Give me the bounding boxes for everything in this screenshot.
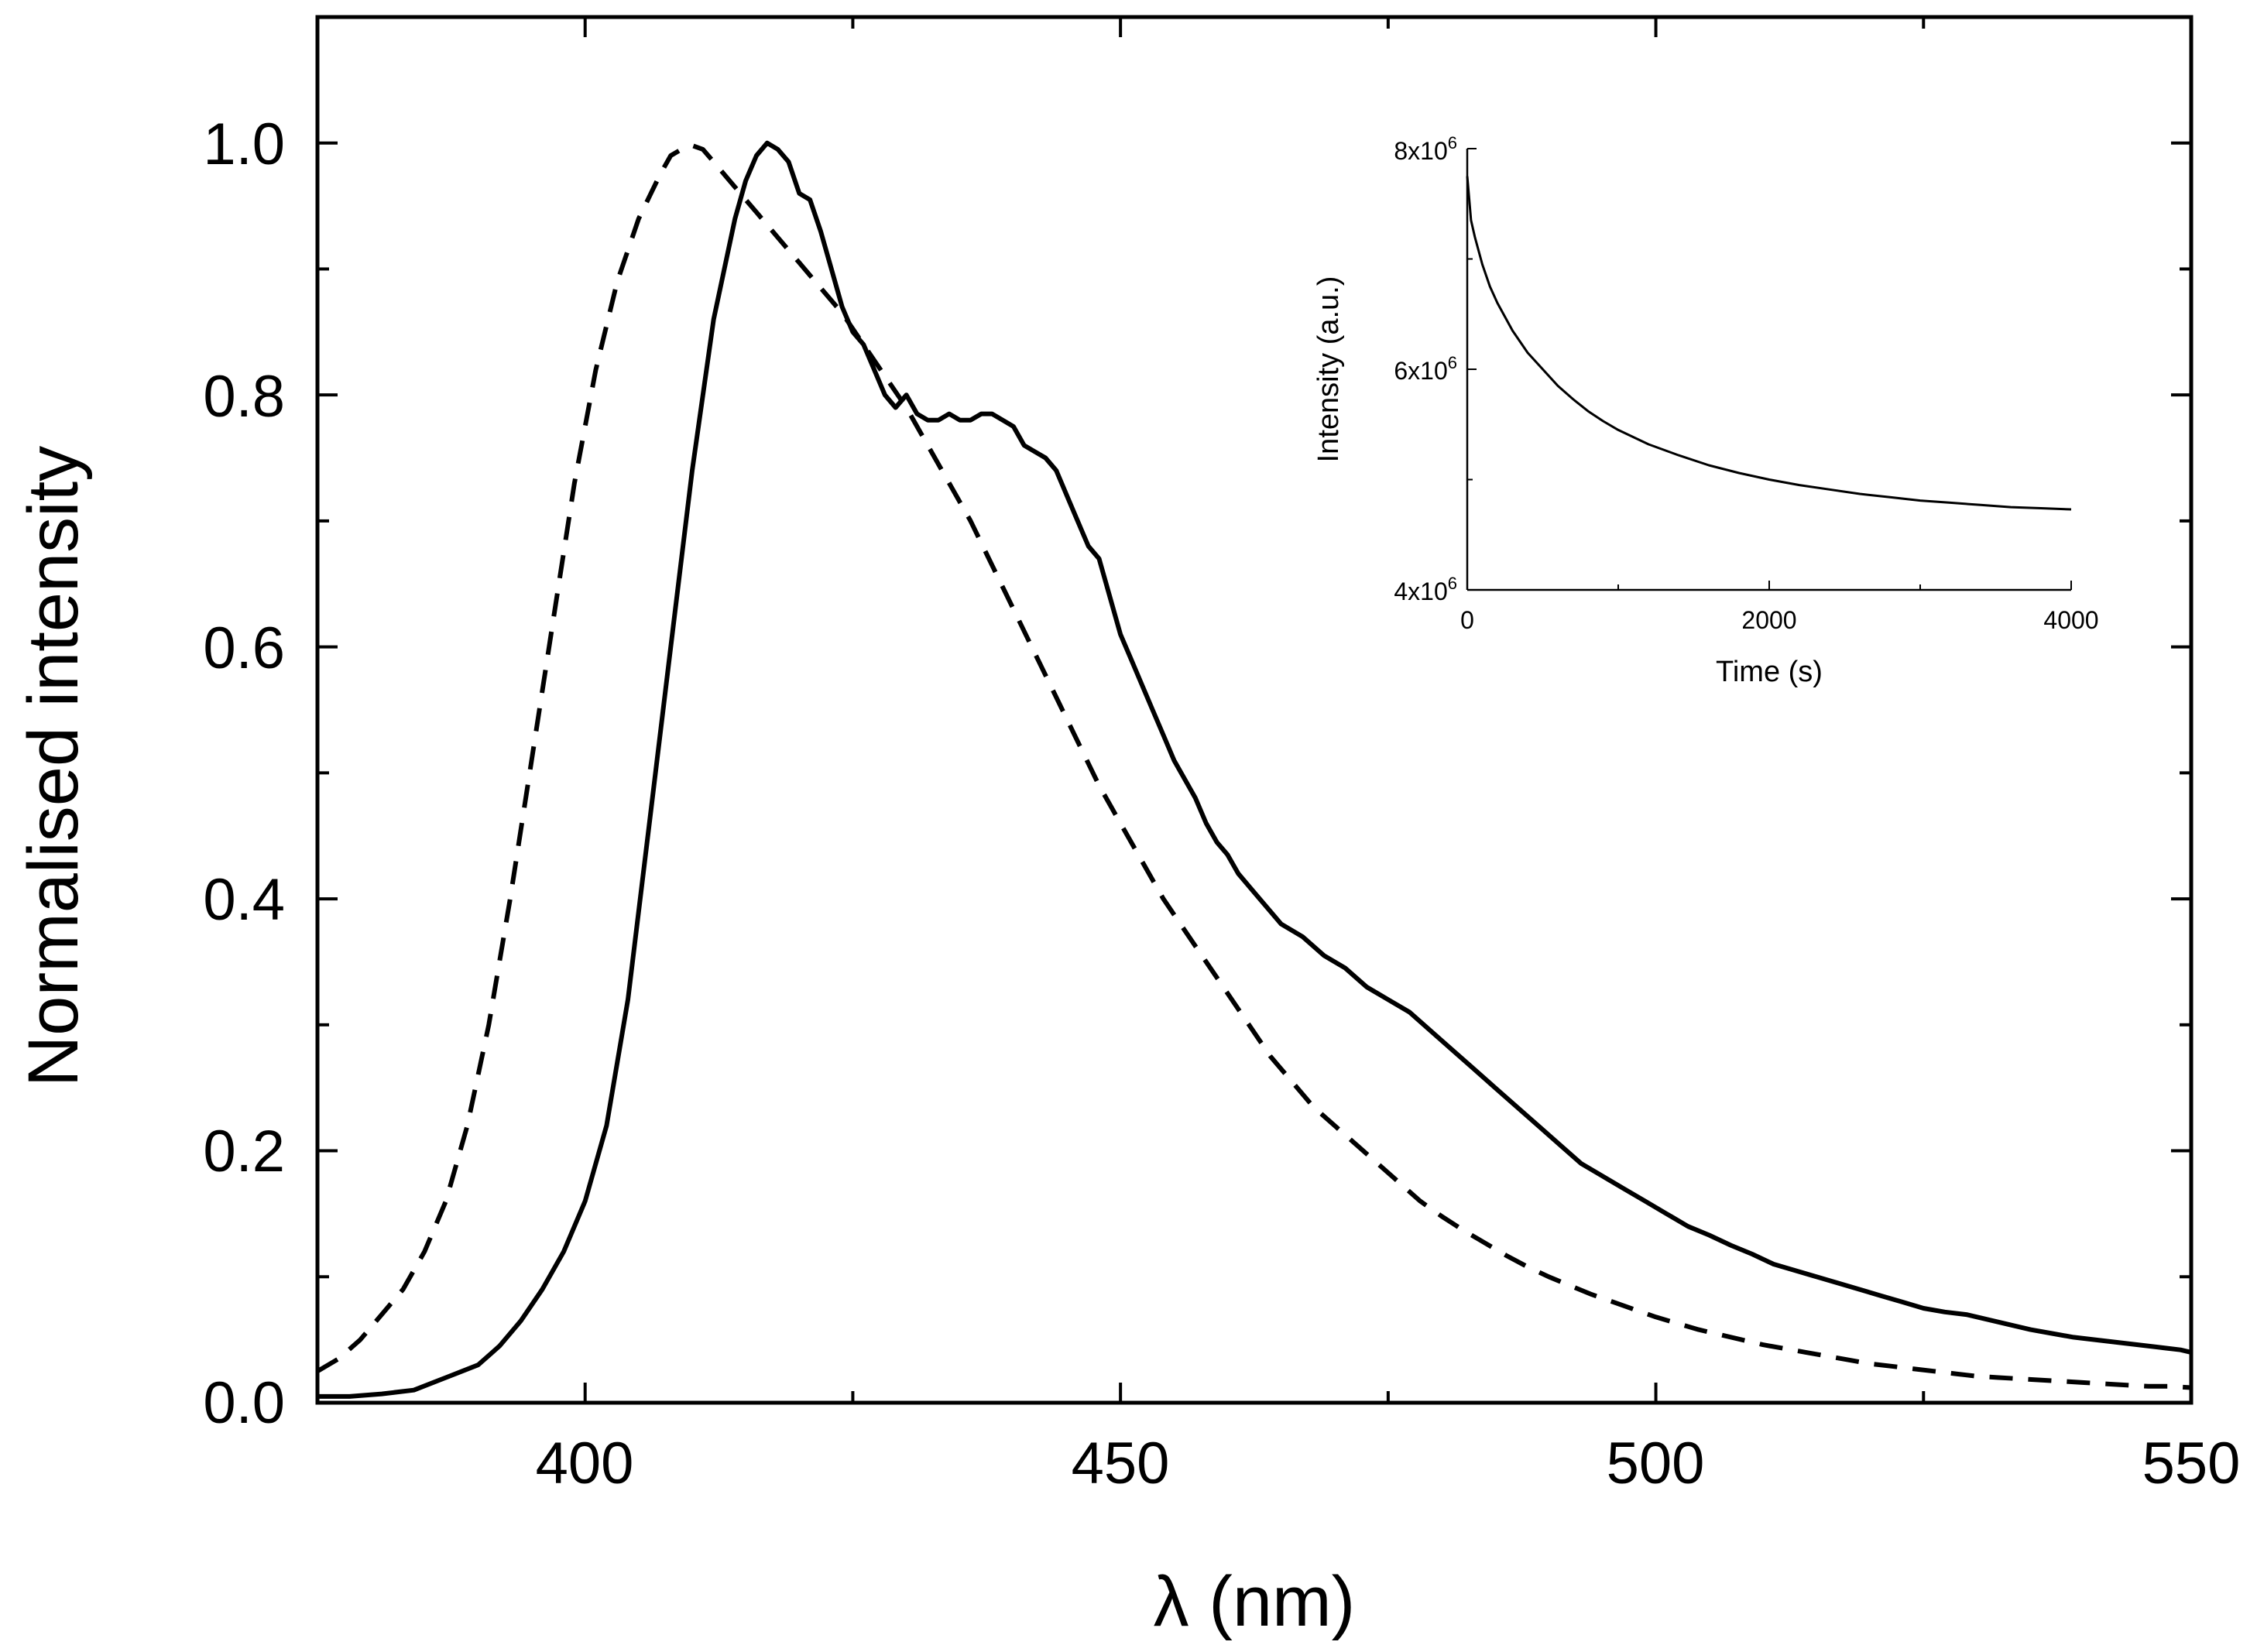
inset-chart: 4x106 6x106 8x106 0 2000 4000 Time (s) I… xyxy=(1312,133,2099,688)
inset-series-line xyxy=(1466,176,2072,511)
y-tick-label: 0.6 xyxy=(203,615,285,681)
inset-y-tick-label: 6x106 xyxy=(1394,353,1457,385)
series-line-dashed xyxy=(316,143,2192,1390)
x-tick-label: 450 xyxy=(1072,1431,1170,1496)
y-tick-label: 0.0 xyxy=(203,1370,285,1436)
inset-x-tick-label: 0 xyxy=(1460,606,1474,634)
main-series-layer xyxy=(316,140,2192,1399)
main-ticks xyxy=(316,15,2193,1404)
inset-y-tick-label: 8x106 xyxy=(1394,133,1457,165)
y-tick-label: 1.0 xyxy=(203,111,285,177)
inset-axes xyxy=(1466,148,2072,591)
y-tick-label: 0.2 xyxy=(203,1119,285,1184)
x-tick-label: 500 xyxy=(1607,1431,1705,1496)
main-plot-frame xyxy=(315,15,2194,1405)
inset-y-axis-title: Intensity (a.u.) xyxy=(1312,276,1345,463)
main-x-axis-title: λ (nm) xyxy=(1154,1562,1356,1641)
main-y-tick-labels: 0.0 0.2 0.4 0.6 0.8 1.0 xyxy=(203,111,285,1436)
series-line-solid xyxy=(317,140,2192,1399)
inset-y-tick-label: 4x106 xyxy=(1394,574,1457,605)
y-tick-label: 0.4 xyxy=(203,867,285,933)
inset-x-tick-label: 2000 xyxy=(1741,606,1796,634)
main-y-axis-title: Normalised intensity xyxy=(14,446,93,1087)
inset-x-tick-labels: 0 2000 4000 xyxy=(1460,606,2098,634)
inset-x-tick-label: 4000 xyxy=(2043,606,2098,634)
x-tick-label: 550 xyxy=(2142,1431,2241,1496)
inset-series-layer xyxy=(1466,176,2072,511)
y-tick-label: 0.8 xyxy=(203,364,285,430)
main-chart: 0.0 0.2 0.4 0.6 0.8 1.0 400 450 500 550 … xyxy=(14,15,2241,1641)
x-tick-label: 400 xyxy=(536,1431,634,1496)
inset-x-axis-title: Time (s) xyxy=(1716,656,1823,688)
main-x-tick-labels: 400 450 500 550 xyxy=(536,1431,2241,1496)
inset-y-tick-labels: 4x106 6x106 8x106 xyxy=(1394,133,1457,605)
